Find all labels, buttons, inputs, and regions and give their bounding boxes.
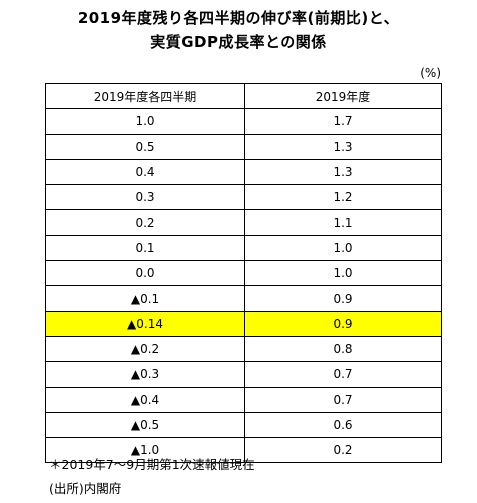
- table-row: 1.0 1.7: [45, 108, 442, 135]
- table-row: ▲0.3 0.7: [45, 361, 442, 388]
- cell-quarterly: 0.4: [45, 158, 245, 186]
- cell-quarterly: 0.0: [45, 260, 245, 287]
- table-row: 0.5 1.3: [45, 133, 442, 160]
- cell-quarterly: 0.5: [45, 133, 245, 160]
- cell-quarterly: ▲0.1: [45, 285, 245, 312]
- table-row: 0.2 1.1: [45, 209, 442, 236]
- cell-quarterly: ▲0.4: [45, 386, 245, 413]
- table-row: 0.1 1.0: [45, 234, 442, 262]
- table-row: ▲1.0 0.2: [45, 437, 442, 464]
- cell-fiscal-year: 1.2: [244, 184, 442, 211]
- table-row: ▲0.2 0.8: [45, 335, 442, 363]
- cell-fiscal-year: 0.9: [244, 310, 442, 337]
- header-quarterly: 2019年度各四半期: [45, 82, 245, 110]
- header-fiscal-year: 2019年度: [244, 82, 442, 110]
- table-row: ▲0.4 0.7: [45, 386, 442, 413]
- cell-quarterly: ▲0.5: [45, 411, 245, 439]
- footnote: ＊2019年7～9月期第1次速報値現在: [49, 457, 255, 472]
- page-title-line2: 実質GDP成長率との関係: [150, 33, 327, 51]
- cell-fiscal-year: 0.9: [244, 285, 442, 312]
- cell-quarterly: 0.3: [45, 184, 245, 211]
- table-row-highlighted: ▲0.14 0.9: [45, 310, 442, 337]
- cell-quarterly: ▲0.14: [45, 310, 245, 337]
- cell-fiscal-year: 1.3: [244, 158, 442, 186]
- growth-rate-table: 2019年度各四半期 2019年度 1.0 1.7 0.5 1.3 0.4 1.…: [45, 82, 442, 464]
- cell-quarterly: 1.0: [45, 108, 245, 135]
- table-row: 0.0 1.0: [45, 260, 442, 287]
- cell-quarterly: 0.2: [45, 209, 245, 236]
- cell-fiscal-year: 1.0: [244, 234, 442, 262]
- cell-quarterly: 0.1: [45, 234, 245, 262]
- cell-fiscal-year: 1.0: [244, 260, 442, 287]
- table-row: 0.3 1.2: [45, 184, 442, 211]
- cell-quarterly: ▲1.0: [45, 437, 245, 464]
- table-row: 0.4 1.3: [45, 158, 442, 186]
- cell-fiscal-year: 0.6: [244, 411, 442, 439]
- cell-fiscal-year: 1.7: [244, 108, 442, 135]
- cell-fiscal-year: 1.1: [244, 209, 442, 236]
- cell-fiscal-year: 1.3: [244, 133, 442, 160]
- source-note: (出所)内閣府: [49, 481, 122, 496]
- cell-quarterly: ▲0.2: [45, 335, 245, 363]
- page-title-line1: 2019年度残り各四半期の伸び率(前期比)と、: [77, 9, 400, 27]
- cell-fiscal-year: 0.2: [244, 437, 442, 464]
- table-header-row: 2019年度各四半期 2019年度: [45, 82, 442, 110]
- table-row: ▲0.1 0.9: [45, 285, 442, 312]
- cell-fiscal-year: 0.7: [244, 361, 442, 388]
- table-row: ▲0.5 0.6: [45, 411, 442, 439]
- unit-label: (%): [420, 66, 441, 80]
- cell-fiscal-year: 0.7: [244, 386, 442, 413]
- cell-quarterly: ▲0.3: [45, 361, 245, 388]
- cell-fiscal-year: 0.8: [244, 335, 442, 363]
